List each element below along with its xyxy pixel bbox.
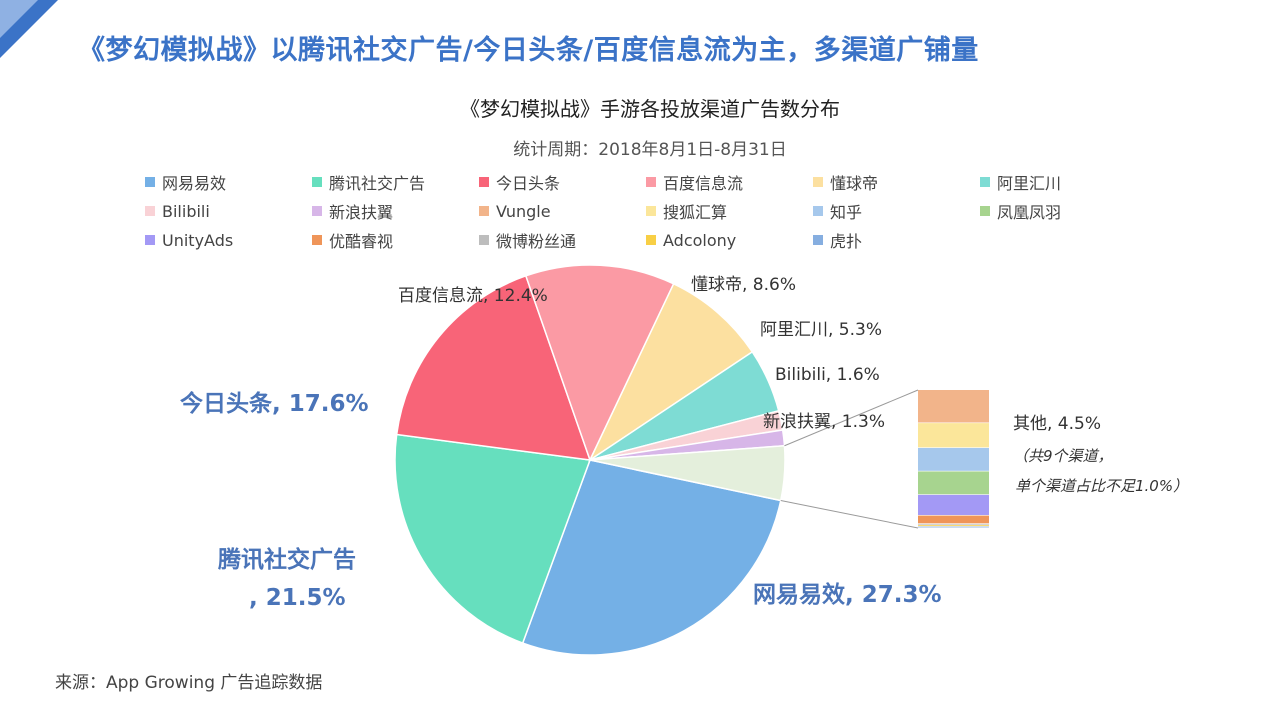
source-note: 来源：App Growing 广告追踪数据 xyxy=(55,673,323,693)
legend-label: 搜狐汇算 xyxy=(663,203,728,222)
legend-item: Adcolony xyxy=(646,230,813,250)
other-note-line1: （共9个渠道， xyxy=(1013,447,1113,465)
other-breakdown-segment xyxy=(918,526,989,528)
legend-item: 微博粉丝通 xyxy=(479,230,646,251)
legend-swatch xyxy=(646,206,656,216)
other-connector-line-0 xyxy=(784,389,919,447)
other-breakdown-segment xyxy=(918,494,989,515)
legend-item: 优酷睿视 xyxy=(312,230,479,251)
legend-swatch xyxy=(813,206,823,216)
slice-label-tencent-line2: , 21.5% xyxy=(249,585,346,611)
legend-swatch xyxy=(479,177,489,187)
pie-slice-3 xyxy=(524,264,675,462)
pie-slice-4 xyxy=(588,282,754,463)
other-breakdown-segment xyxy=(918,390,989,423)
other-note-line2: 单个渠道占比不足1.0%） xyxy=(1015,477,1189,495)
legend-item: 腾讯社交广告 xyxy=(312,172,479,193)
legend-swatch xyxy=(646,235,656,245)
legend-swatch xyxy=(813,177,823,187)
legend-label: 虎扑 xyxy=(830,232,863,251)
legend-label: 今日头条 xyxy=(496,174,561,193)
pie-slice-1 xyxy=(394,433,592,644)
corner-decoration xyxy=(0,0,58,58)
slice-label-dongqiudi: 懂球帝, 8.6% xyxy=(691,275,796,295)
legend-item: 今日头条 xyxy=(479,172,646,193)
other-breakdown-segment xyxy=(918,515,989,524)
corner-triangle-light xyxy=(0,0,38,38)
other-breakdown-segment xyxy=(918,523,989,525)
legend-swatch xyxy=(479,206,489,216)
legend-swatch xyxy=(145,235,155,245)
legend-label: 微博粉丝通 xyxy=(496,232,577,251)
legend-swatch xyxy=(479,235,489,245)
other-breakdown-segment xyxy=(918,525,989,527)
legend-swatch xyxy=(980,206,990,216)
legend-label: Vungle xyxy=(496,201,551,221)
slice-label-tencent-line1: 腾讯社交广告 xyxy=(218,547,356,573)
legend-item: UnityAds xyxy=(145,230,312,250)
other-label: 其他, 4.5% xyxy=(1013,414,1101,434)
other-breakdown-segment xyxy=(918,423,989,448)
legend-item: 懂球帝 xyxy=(813,172,980,193)
chart-legend: 网易易效 腾讯社交广告 今日头条 百度信息流 懂球帝 阿里汇川 Bilibili 新浪扶翼 Vu… xyxy=(145,172,1147,251)
legend-item: 知乎 xyxy=(813,201,980,222)
chart-title: 《梦幻模拟战》手游各投放渠道广告数分布 xyxy=(460,97,840,121)
other-connector-line-1 xyxy=(780,500,919,529)
slice-label-alihuichuan: 阿里汇川, 5.3% xyxy=(760,320,882,340)
legend-item: 虎扑 xyxy=(813,230,980,251)
legend-item: 网易易效 xyxy=(145,172,312,193)
pie-slice-0 xyxy=(521,459,782,656)
legend-label: 阿里汇川 xyxy=(997,174,1062,193)
legend-label: 知乎 xyxy=(830,203,863,222)
legend-label: 优酷睿视 xyxy=(329,232,394,251)
slice-label-wangyi: 网易易效, 27.3% xyxy=(753,582,942,608)
legend-swatch xyxy=(312,177,322,187)
legend-label: UnityAds xyxy=(162,230,234,250)
legend-item: 百度信息流 xyxy=(646,172,813,193)
page-title: 《梦幻模拟战》以腾讯社交广告/今日头条/百度信息流为主，多渠道广铺量 xyxy=(78,35,979,66)
legend-label: 懂球帝 xyxy=(830,174,879,193)
legend-item: Bilibili xyxy=(145,201,312,221)
legend-label: 腾讯社交广告 xyxy=(329,174,426,193)
legend-label: 网易易效 xyxy=(162,174,227,193)
legend-item: 搜狐汇算 xyxy=(646,201,813,222)
legend-label: Adcolony xyxy=(663,230,737,250)
legend-item: 凤凰凤羽 xyxy=(980,201,1147,222)
slice-label-bilibili: Bilibili, 1.6% xyxy=(775,365,880,385)
legend-swatch xyxy=(980,177,990,187)
legend-item: Vungle xyxy=(479,201,646,221)
legend-label: 新浪扶翼 xyxy=(329,203,394,222)
legend-label: Bilibili xyxy=(162,201,210,221)
legend-swatch xyxy=(312,235,322,245)
slice-label-toutiao: 今日头条, 17.6% xyxy=(180,391,369,417)
legend-swatch xyxy=(312,206,322,216)
legend-swatch xyxy=(145,206,155,216)
slice-label-sina: 新浪扶翼, 1.3% xyxy=(763,412,885,432)
legend-swatch xyxy=(646,177,656,187)
chart-subtitle: 统计周期：2018年8月1日-8月31日 xyxy=(513,140,787,160)
other-breakdown-segment xyxy=(918,447,989,471)
legend-label: 百度信息流 xyxy=(663,174,744,193)
legend-item: 阿里汇川 xyxy=(980,172,1147,193)
legend-swatch xyxy=(145,177,155,187)
other-breakdown-segment xyxy=(918,471,989,495)
slice-label-baidu: 百度信息流, 12.4% xyxy=(398,286,548,306)
legend-label: 凤凰凤羽 xyxy=(997,203,1062,222)
legend-swatch xyxy=(813,235,823,245)
legend-item: 新浪扶翼 xyxy=(312,201,479,222)
